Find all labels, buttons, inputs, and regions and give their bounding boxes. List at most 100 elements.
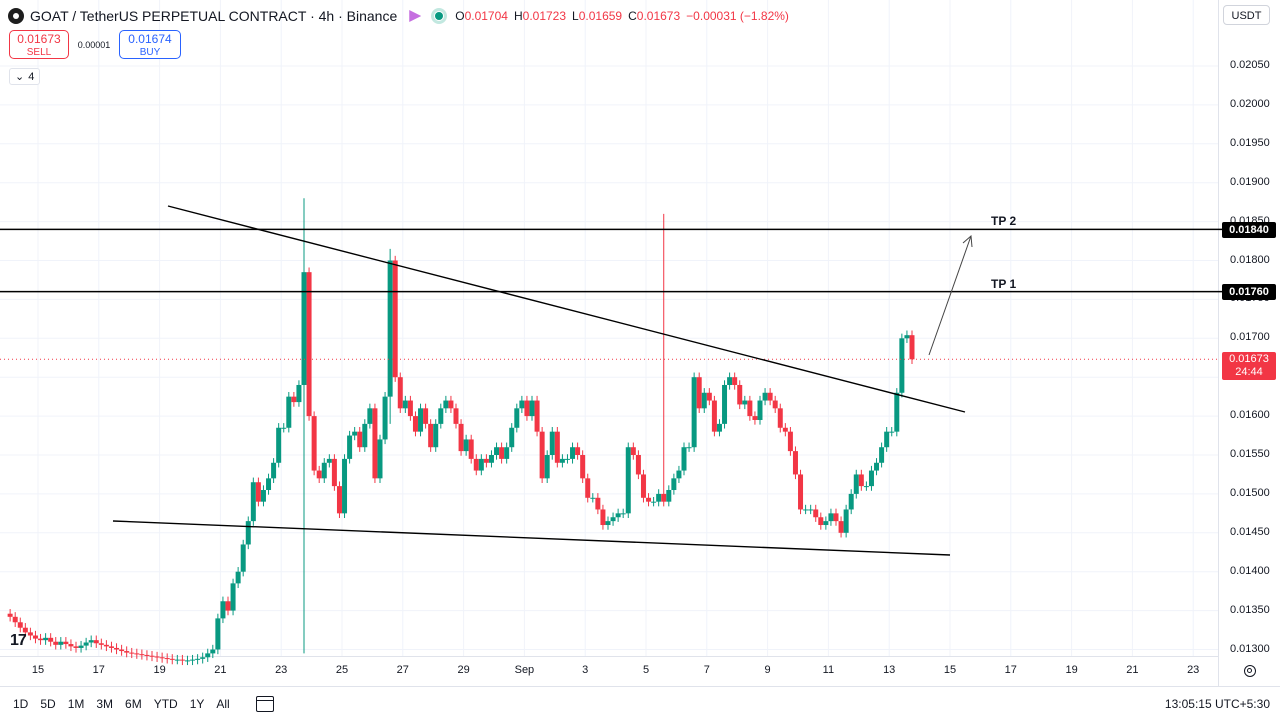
timeframe-1m[interactable]: 1M xyxy=(67,697,85,711)
spread-value: 0.00001 xyxy=(77,39,111,50)
timeframe-5d[interactable]: 5D xyxy=(40,697,56,711)
price-tick-label: 0.01400 xyxy=(1230,564,1270,577)
candle-countdown: 24:44 xyxy=(1235,366,1263,378)
candle-body xyxy=(43,637,49,641)
candle-body xyxy=(711,400,717,432)
candle-body xyxy=(651,501,657,503)
candle-body xyxy=(27,632,33,636)
candle-body xyxy=(691,377,697,448)
candle-body xyxy=(184,660,190,662)
candle-body xyxy=(377,439,383,479)
clock-readout: 13:05:15 UTC+5:30 xyxy=(1164,697,1270,711)
tradingview-logo[interactable]: 17 xyxy=(10,632,27,649)
candle-body xyxy=(382,396,388,440)
candle-body xyxy=(509,427,515,448)
candle-body xyxy=(38,638,44,641)
indicators-toggle[interactable]: ⌄ 4 xyxy=(9,68,41,85)
tp2-annotation[interactable]: TP 2 xyxy=(991,214,1017,228)
candle-body xyxy=(813,509,819,518)
candle-body xyxy=(468,439,474,459)
candle-body xyxy=(590,497,596,499)
sell-button[interactable]: 0.01673 SELL xyxy=(9,30,69,59)
settings-gear-icon[interactable] xyxy=(1244,665,1256,677)
candle-body xyxy=(402,400,408,409)
candle-body xyxy=(580,455,586,479)
candle-body xyxy=(296,384,302,403)
timeframe-1y[interactable]: 1Y xyxy=(189,697,205,711)
candle-body xyxy=(706,392,712,401)
candle-body xyxy=(661,493,667,502)
candle-body xyxy=(635,455,641,475)
candle-body xyxy=(514,408,520,428)
lower-trendline xyxy=(112,520,951,556)
candle-body xyxy=(418,408,424,432)
candle-body xyxy=(129,652,135,654)
candle-body xyxy=(868,470,874,487)
time-tick-label: 9 xyxy=(764,664,771,676)
candle-body xyxy=(722,384,728,424)
candle-body xyxy=(747,400,753,417)
candle-body xyxy=(362,423,368,448)
timeframe-6m[interactable]: 6M xyxy=(125,697,142,711)
candle-body xyxy=(250,482,256,522)
candle-body xyxy=(139,654,145,656)
timeframe-1d[interactable]: 1D xyxy=(13,697,29,711)
candle-body xyxy=(276,427,282,463)
time-tick-label: 27 xyxy=(396,664,409,676)
candle-body xyxy=(544,455,550,479)
candle-body xyxy=(863,486,869,488)
candle-body xyxy=(174,659,180,661)
tp2-price-label: 0.01840 xyxy=(1222,222,1276,238)
price-tick-label: 0.01550 xyxy=(1230,448,1270,460)
candle-body xyxy=(808,509,814,511)
candle-body xyxy=(22,627,28,633)
currency-selector[interactable]: USDT xyxy=(1223,5,1270,25)
candle-body xyxy=(615,513,621,518)
bottom-toolbar: 1D 5D 1M 3M 6M YTD 1Y All 13:05:15 UTC+5… xyxy=(0,686,1280,721)
candle-body xyxy=(625,447,631,514)
candle-body xyxy=(488,455,494,463)
buy-price: 0.01674 xyxy=(128,32,172,46)
price-tick-label: 0.01950 xyxy=(1230,136,1270,149)
flag-icon[interactable] xyxy=(409,10,422,22)
candle-body xyxy=(620,513,626,515)
candle-body xyxy=(549,431,555,455)
candle-body xyxy=(255,482,261,502)
candle-body xyxy=(428,423,434,448)
candle-body xyxy=(742,400,748,405)
time-tick-label: 19 xyxy=(1065,664,1078,676)
time-tick-label: 11 xyxy=(822,664,835,676)
tp1-annotation[interactable]: TP 1 xyxy=(991,277,1017,291)
candle-body xyxy=(433,423,439,448)
candle-body xyxy=(412,416,418,432)
buy-button[interactable]: 0.01674 BUY xyxy=(119,30,181,59)
candle-body xyxy=(286,396,292,428)
buy-label: BUY xyxy=(139,47,161,58)
candle-body xyxy=(727,377,733,385)
symbol-title[interactable]: GOAT / TetherUS PERPETUAL CONTRACT · 4h … xyxy=(30,8,398,24)
timeframe-ytd[interactable]: YTD xyxy=(153,697,178,711)
time-tick-label: 25 xyxy=(335,664,349,676)
candle-body xyxy=(559,458,565,463)
candle-body xyxy=(32,635,38,639)
price-tick-label: 0.02050 xyxy=(1230,59,1270,71)
candle-body xyxy=(716,423,722,432)
timeframe-all[interactable]: All xyxy=(216,697,230,711)
candle-body xyxy=(17,622,23,628)
candle-body xyxy=(179,659,185,661)
candle-body xyxy=(407,400,413,417)
candle-body xyxy=(387,260,393,397)
candle-body xyxy=(787,431,793,452)
projection-arrow xyxy=(928,235,972,356)
time-tick-label: 13 xyxy=(883,664,896,676)
timeframe-3m[interactable]: 3M xyxy=(96,697,114,711)
current-price-label: 0.01673 24:44 xyxy=(1222,352,1276,380)
price-chart[interactable] xyxy=(0,0,1280,686)
calendar-icon[interactable] xyxy=(255,696,274,712)
arrow-head-icon xyxy=(962,234,973,248)
candle-body xyxy=(103,644,109,647)
candle-body xyxy=(737,384,743,405)
candle-body xyxy=(605,521,611,526)
candle-body xyxy=(884,431,890,448)
candle-body xyxy=(159,657,165,659)
